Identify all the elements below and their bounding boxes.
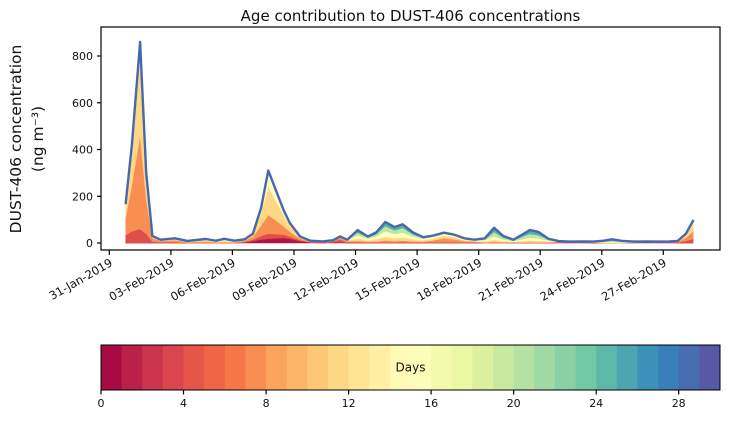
stacked-areas <box>125 41 694 244</box>
colorbar-cell <box>699 345 721 390</box>
y-axis: 0 200 400 600 800 <box>72 50 101 250</box>
colorbar-cell <box>266 345 287 390</box>
colorbar-cell <box>472 345 494 390</box>
colorbar-cell <box>348 345 370 390</box>
x-axis: 31-Jan-201903-Feb-201906-Feb-201909-Feb-… <box>47 250 669 304</box>
x-tick-label: 09-Feb-2019 <box>230 255 300 303</box>
area-band-6 <box>125 41 694 243</box>
colorbar-cell <box>431 345 453 390</box>
colorbar-cell <box>513 345 535 390</box>
x-tick-label: 03-Feb-2019 <box>107 255 177 303</box>
colorbar-tick-label: 8 <box>263 397 270 410</box>
plot-frame <box>100 26 721 251</box>
x-tick-label: 31-Jan-2019 <box>47 255 115 302</box>
area-band-3 <box>125 55 694 244</box>
y-tick-label: 800 <box>72 50 93 63</box>
colorbar-cell <box>554 345 576 390</box>
colorbar-tick-label: 24 <box>589 397 603 410</box>
colorbar-cell <box>575 345 597 390</box>
x-tick-label: 27-Feb-2019 <box>599 255 669 303</box>
colorbar-cell <box>410 345 432 390</box>
colorbar-cell <box>142 345 164 390</box>
colorbar-tick-label: 0 <box>98 397 105 410</box>
colorbar-tick-label: 28 <box>672 397 686 410</box>
y-tick-label: 0 <box>86 237 93 250</box>
colorbar-cell <box>286 345 308 390</box>
colorbar-label: Days <box>396 361 426 375</box>
area-band-4 <box>125 41 694 244</box>
colorbar-cell <box>534 345 556 390</box>
y-axis-label-line2: (ng m⁻³) <box>29 105 47 173</box>
area-band-2 <box>125 135 694 244</box>
total-line <box>124 40 695 243</box>
colorbar-cell <box>183 345 205 390</box>
colorbar-cell <box>245 345 267 390</box>
colorbar-cell <box>451 345 473 390</box>
colorbar-cell <box>637 345 659 390</box>
colorbar-tick-label: 20 <box>507 397 521 410</box>
colorbar-cell <box>204 345 226 390</box>
colorbar-tick-label: 16 <box>424 397 438 410</box>
colorbar-cell <box>369 345 391 390</box>
colorbar-tick-label: 12 <box>342 397 356 410</box>
y-axis-label: DUST-406 concentration (ng m⁻³) <box>5 0 51 289</box>
colorbar-cell <box>101 345 122 390</box>
colorbar-cell <box>616 345 638 390</box>
x-tick-label: 06-Feb-2019 <box>168 255 238 303</box>
y-axis-label-line1: DUST-406 concentration <box>7 44 25 234</box>
colorbar-tick-label: 4 <box>180 397 187 410</box>
colorbar-cell <box>162 345 184 390</box>
y-tick-label: 200 <box>72 190 93 203</box>
chart-title: Age contribution to DUST-406 concentrati… <box>240 7 581 25</box>
area-band-5 <box>125 41 694 243</box>
colorbar-cell <box>121 345 143 390</box>
colorbar-cell <box>307 345 329 390</box>
y-tick-label: 400 <box>72 144 93 157</box>
colorbar-cell <box>493 345 514 390</box>
x-tick-label: 12-Feb-2019 <box>291 255 361 303</box>
colorbar-cell <box>224 345 246 390</box>
x-tick-label: 18-Feb-2019 <box>414 255 484 303</box>
colorbar-cell <box>596 345 618 390</box>
colorbar-outline <box>100 344 721 391</box>
colorbar: 0 4 8 12 16 20 24 28 Days <box>98 344 721 410</box>
x-tick-label: 21-Feb-2019 <box>476 255 546 303</box>
x-tick-label: 24-Feb-2019 <box>537 255 607 303</box>
y-tick-label: 600 <box>72 97 93 110</box>
colorbar-cell <box>389 345 411 390</box>
colorbar-cell <box>658 345 680 390</box>
colorbar-cell <box>678 345 700 390</box>
x-tick-label: 15-Feb-2019 <box>353 255 423 303</box>
colorbar-cell <box>327 345 349 390</box>
